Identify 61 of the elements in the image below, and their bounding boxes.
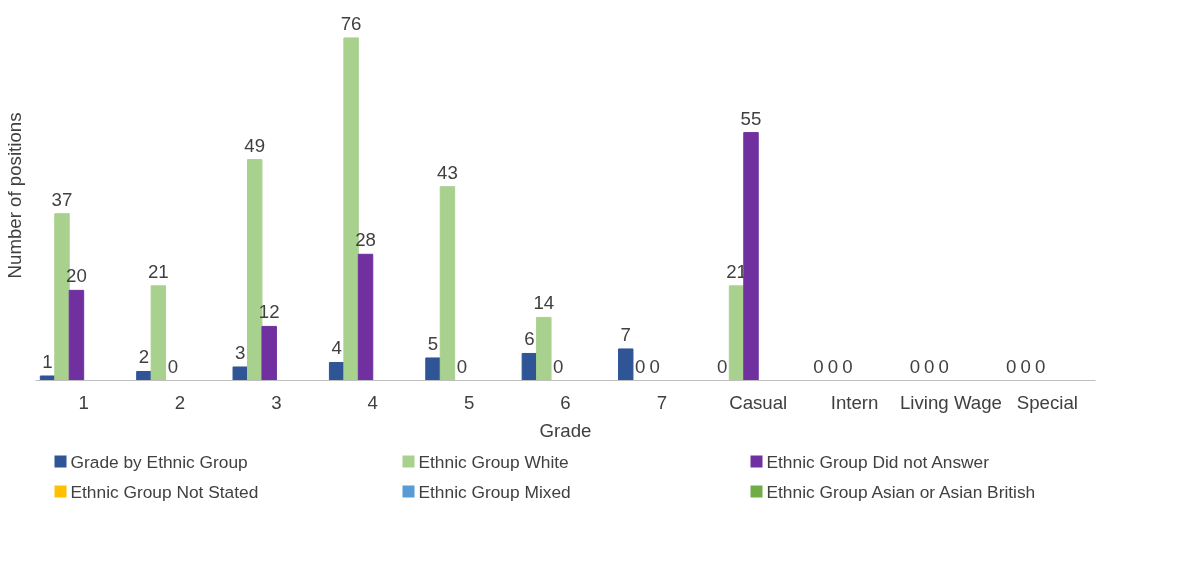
data-label: 0	[924, 355, 935, 377]
x-tick-label: 5	[463, 391, 475, 413]
data-label: 1	[42, 350, 53, 372]
legend-label: Ethnic Group Mixed	[418, 481, 571, 502]
bar	[68, 289, 85, 381]
data-label: 76	[340, 12, 362, 34]
bar	[232, 366, 248, 381]
x-tick-label: 1	[78, 391, 89, 413]
data-label: 2	[138, 346, 150, 368]
data-label: 0	[634, 355, 646, 377]
x-axis-title: Grade	[539, 419, 592, 441]
legend-label: Ethnic Group Not Stated	[70, 481, 259, 502]
x-tick-label: 4	[367, 391, 378, 413]
x-tick-label: 7	[656, 391, 668, 413]
bar	[618, 348, 634, 381]
data-label: 7	[620, 323, 631, 345]
data-label: 0	[1005, 355, 1017, 377]
bar	[728, 285, 745, 381]
bar	[357, 253, 374, 381]
data-label: 49	[244, 134, 266, 156]
data-label: 0	[1020, 355, 1031, 377]
bar	[150, 285, 167, 381]
bar	[439, 186, 456, 381]
data-label: 5	[427, 332, 439, 354]
data-label: 37	[51, 188, 73, 210]
data-label: 3	[235, 341, 246, 363]
data-label: 0	[456, 355, 468, 377]
x-tick-label: 2	[174, 391, 186, 413]
data-label: 4	[331, 337, 342, 359]
x-tick-label: Living Wage	[899, 391, 1002, 413]
bar	[743, 132, 759, 381]
data-label: 0	[1034, 355, 1046, 377]
data-label: 0	[553, 355, 564, 377]
bar	[261, 325, 277, 381]
legend-label: Ethnic Group Asian or Asian British	[766, 481, 1036, 502]
bar	[425, 357, 441, 381]
data-label: 0	[649, 355, 660, 377]
data-label: 0	[827, 355, 839, 377]
x-tick-label: 6	[560, 391, 571, 413]
legend-label: Ethnic Group Did not Answer	[766, 451, 990, 472]
data-label: 0	[909, 355, 921, 377]
bar	[536, 316, 552, 381]
data-label: 55	[740, 107, 762, 129]
data-label: 0	[716, 355, 728, 377]
y-axis-title: Number of positions	[3, 112, 25, 279]
x-tick-label: Special	[1016, 391, 1078, 413]
x-tick-label: Intern	[830, 391, 879, 413]
bar	[521, 352, 538, 381]
data-label: 0	[938, 355, 949, 377]
data-label: 21	[147, 260, 169, 282]
data-label: 0	[167, 355, 179, 377]
legend-label: Grade by Ethnic Group	[70, 451, 248, 472]
legend-label: Ethnic Group White	[418, 451, 569, 472]
data-label: 0	[813, 355, 824, 377]
data-label: 0	[842, 355, 853, 377]
data-label: 43	[437, 161, 458, 183]
bar	[39, 375, 56, 381]
x-tick-label: Casual	[729, 391, 788, 413]
x-tick-label: 3	[271, 391, 282, 413]
data-label: 14	[533, 292, 555, 314]
data-label: 6	[524, 328, 535, 350]
